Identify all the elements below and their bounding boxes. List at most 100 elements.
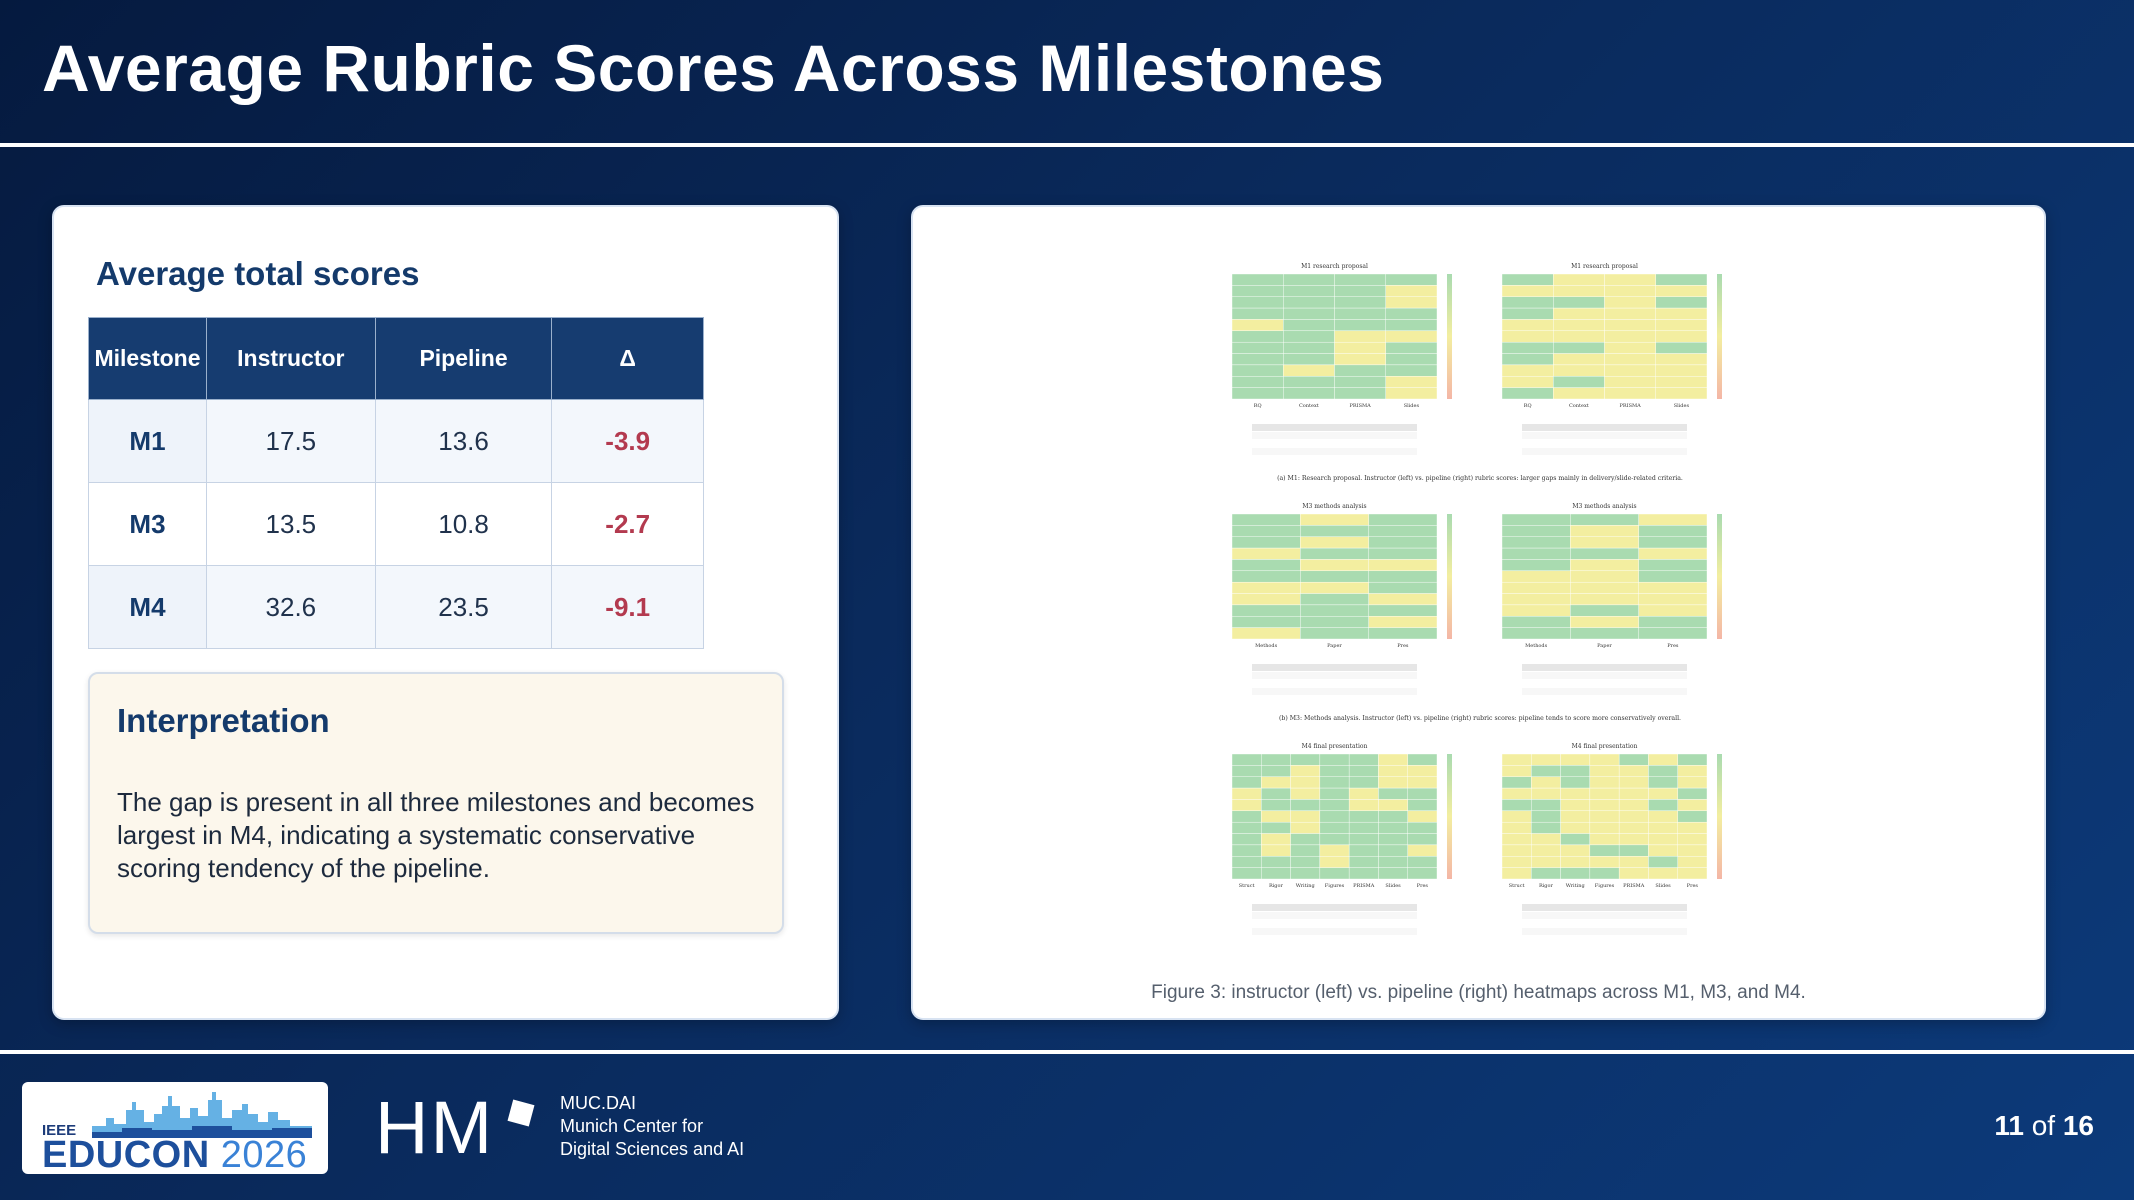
heatmap-cell [1618,776,1649,789]
heatmap-cell [1553,341,1605,354]
legend-table-row [1252,440,1417,447]
heatmap-cell [1378,776,1408,789]
heatmap-cell [1348,753,1379,766]
heatmap-col-label: Methods [1525,643,1548,649]
heatmap-cell [1300,627,1369,640]
heatmap-cell [1334,296,1386,309]
heatmap-cell [1648,799,1678,812]
heatmap-cell [1553,353,1605,366]
scores-table: Milestone Instructor Pipeline Δ M1 17.5 … [88,317,704,649]
educon-year: 2026 [220,1134,308,1174]
heatmap-cell [1553,364,1605,377]
cell-pipeline: 23.5 [374,565,553,649]
heatmap-cell [1655,307,1708,320]
heatmap-cell [1231,581,1301,594]
heatmap-cell [1407,776,1438,789]
heatmap-col-label: Paper [1597,643,1612,649]
heatmap-cell [1385,376,1438,388]
heatmap-cell [1531,856,1561,868]
heatmap-cell [1300,616,1369,628]
heatmap-cell [1368,616,1438,628]
heatmap-col-label: Rigor [1539,883,1554,889]
heatmap-col-label: Methods [1255,643,1278,649]
muc-line-3: Digital Sciences and AI [560,1139,745,1159]
heatmap-col-label: RQ [1524,403,1532,409]
heatmap-cell [1531,867,1561,880]
heatmap-title: M1 research proposal [1301,263,1368,270]
skyline-icon [92,1092,312,1138]
legend-table-row [1252,432,1417,439]
heatmap-cell [1604,285,1656,297]
legend-table-row [1252,456,1417,463]
heatmap-col-label: PRISMA [1353,883,1375,889]
heatmap-cell [1368,581,1438,594]
heatmap-cell [1618,844,1649,857]
figure-card: M1 research proposal RQ Context PRISMA Slide… [911,205,2046,1020]
heatmap-cell [1589,776,1620,789]
educon-name: EDUCON [42,1134,210,1174]
heatmap-cell [1407,821,1438,834]
heatmap-cell [1319,776,1350,789]
cell-instructor: 13.5 [205,482,376,566]
heatmap-cell [1618,787,1649,800]
heatmap-cell [1283,307,1335,320]
educon-ieee-label: IEEE [42,1122,77,1139]
heatmap-cell [1300,581,1369,594]
heatmap-cell [1348,867,1379,880]
heatmap-cell [1589,810,1620,823]
heatmap-cell [1368,570,1438,583]
legend-table-row [1522,664,1687,671]
heatmap-cell [1501,513,1571,526]
heatmap-cell [1553,285,1605,297]
muc-dai-label: MUC.DAI Munich Center for Digital Scienc… [560,1092,744,1161]
heatmap-cell [1231,296,1284,309]
heatmap-cell [1368,536,1438,549]
heatmap-col-label: RQ [1254,403,1262,409]
heatmap-col-label: Pres [1417,883,1429,889]
heatmap-cell [1560,821,1591,834]
heatmap-col-label: Slides [1674,403,1690,409]
heatmap-cell [1283,364,1335,377]
header-divider [0,143,2134,147]
heatmap-cell [1407,867,1438,880]
heatmap-cell [1501,844,1532,857]
heatmap-cell [1648,776,1678,789]
heatmap-cell [1648,867,1678,880]
heatmap-cell [1231,559,1301,572]
legend-table-row [1522,680,1687,687]
legend-table-row [1522,432,1687,439]
heatmap-cell [1501,307,1554,320]
heatmap-col-label: Pres [1397,643,1409,649]
muc-line-1: MUC.DAI [560,1093,636,1113]
heatmap-cell [1334,341,1386,354]
heatmap-col-label: Slides [1385,883,1401,889]
heatmap-cell [1378,844,1408,857]
heatmap-cell [1501,536,1571,549]
heatmap-cell [1560,856,1591,868]
heatmap-cell [1385,387,1438,400]
heatmap-cell [1368,593,1438,606]
legend-table-row [1252,448,1417,455]
heatmap-cell [1604,341,1656,354]
heatmap-cell [1261,810,1291,823]
legend-table-row [1252,936,1417,943]
heatmap-cell [1378,787,1408,800]
heatmap-cell [1348,810,1379,823]
heatmap-cell [1231,513,1301,526]
legend-table-row [1252,688,1417,695]
heatmap-cell [1231,810,1262,823]
heatmap-cell [1378,753,1408,766]
heatmap-cell [1368,627,1438,640]
heatmap-cell [1283,341,1335,354]
interpretation-title: Interpretation [117,702,330,739]
heatmap-cell [1231,387,1284,400]
heatmap-cell [1570,616,1639,628]
legend-table-row [1522,456,1687,463]
heatmap-cell [1334,307,1386,320]
table-row: M4 32.6 23.5 -9.1 [88,565,704,649]
heatmap-title: M4 final presentation [1572,743,1638,750]
heatmap-cell [1407,765,1438,777]
heatmap-cell [1638,559,1708,572]
heatmap-col-label: PRISMA [1623,883,1645,889]
heatmap-cell [1368,604,1438,617]
